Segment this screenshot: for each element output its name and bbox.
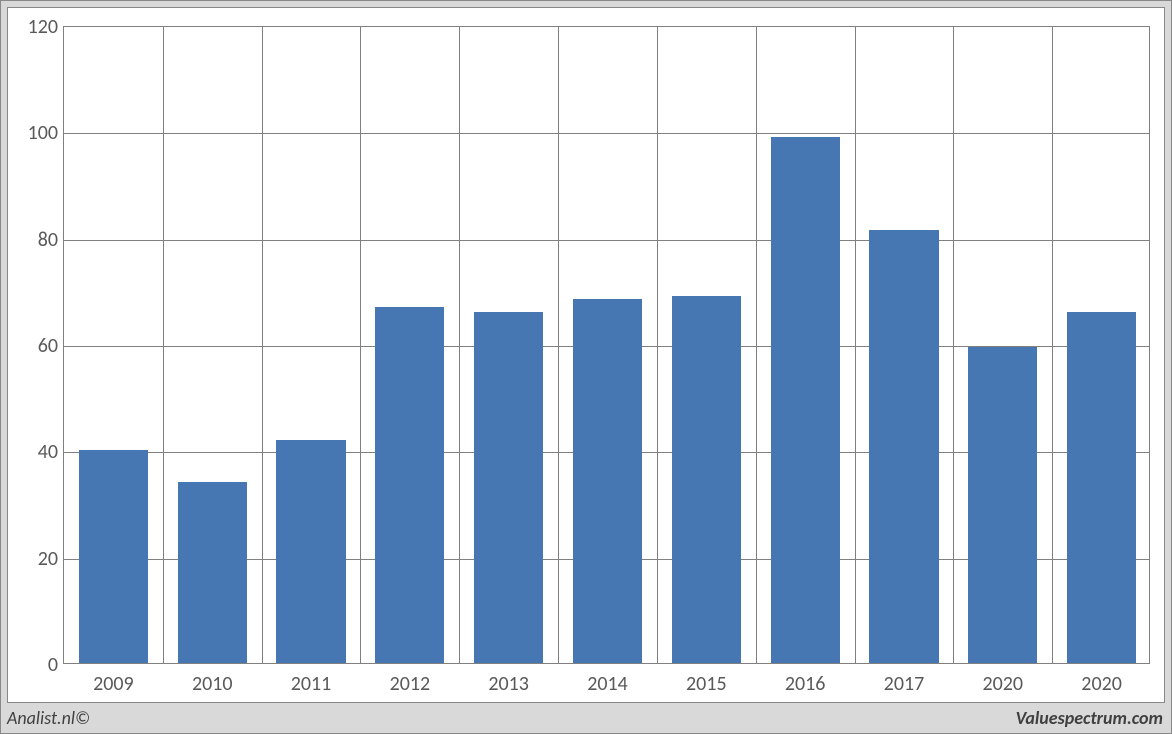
y-tick-label: 20: [8, 547, 58, 571]
bar: [276, 440, 345, 663]
y-tick-label: 120: [8, 15, 58, 39]
x-tick-label: 2009: [93, 672, 134, 696]
footer-left: Analist.nl©: [7, 707, 90, 729]
y-tick-label: 100: [8, 121, 58, 145]
footer-right: Valuespectrum.com: [1016, 707, 1163, 729]
x-tick-label: 2010: [192, 672, 233, 696]
y-tick-label: 60: [8, 334, 58, 358]
x-tick-label: 2020: [982, 672, 1023, 696]
chart-frame: 0 20 40 60 80 100 120 2009 2010 2011 2012 2013 2014…: [7, 7, 1165, 703]
bar: [968, 347, 1037, 663]
y-tick-label: 80: [8, 228, 58, 252]
bar: [474, 312, 543, 663]
x-tick-label: 2013: [488, 672, 529, 696]
bar: [79, 450, 148, 663]
bar: [869, 230, 938, 663]
y-tick-label: 0: [8, 653, 58, 677]
plot-area: [63, 26, 1150, 664]
bars: [64, 27, 1149, 663]
x-tick-label: 2011: [291, 672, 332, 696]
bar: [573, 299, 642, 663]
bar: [672, 296, 741, 663]
x-tick-label: 2017: [884, 672, 925, 696]
bar: [771, 137, 840, 663]
x-tick-label: 2012: [390, 672, 431, 696]
bar: [178, 482, 247, 663]
x-tick-label: 2014: [587, 672, 628, 696]
x-tick-label: 2020: [1081, 672, 1122, 696]
bar: [1067, 312, 1136, 663]
bar: [375, 307, 444, 663]
chart-container: 0 20 40 60 80 100 120 2009 2010 2011 2012 2013 2014…: [0, 0, 1172, 734]
x-tick-label: 2016: [785, 672, 826, 696]
y-tick-label: 40: [8, 440, 58, 464]
x-tick-label: 2015: [686, 672, 727, 696]
